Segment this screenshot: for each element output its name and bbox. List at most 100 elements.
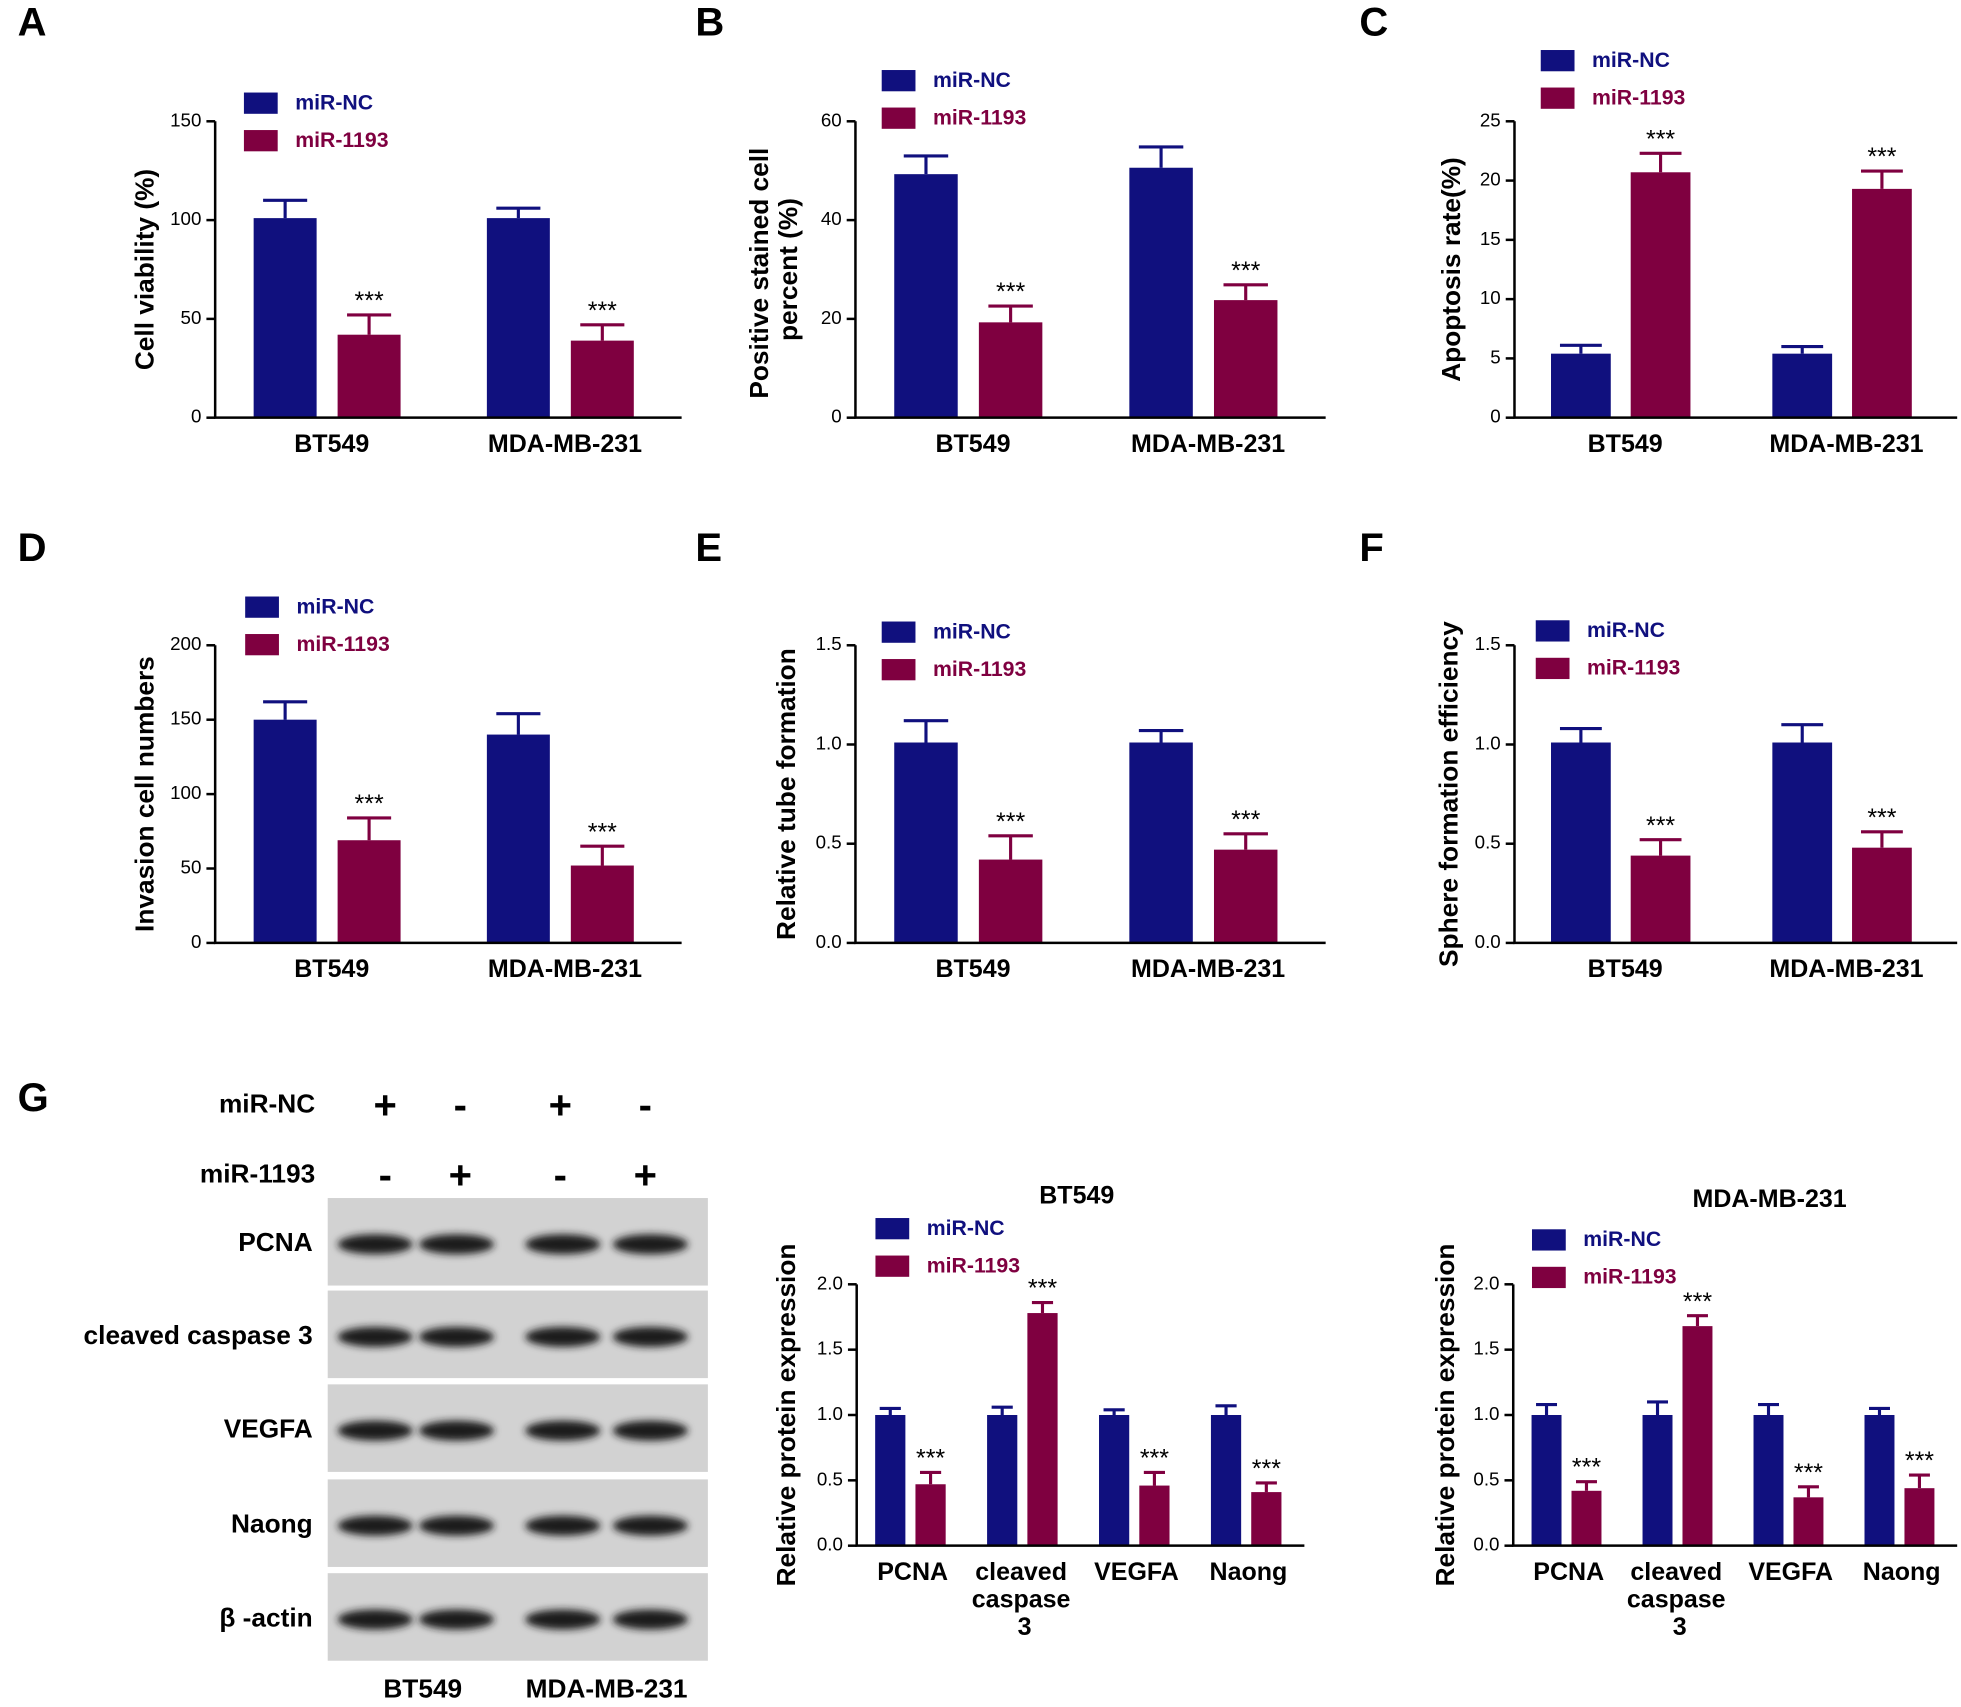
y-tick-label: 1.0 (816, 732, 842, 753)
x-tick-label: cleaved caspase 3 (1627, 1558, 1733, 1641)
legend-swatch (1540, 50, 1575, 72)
x-tick-label: BT549 (935, 430, 1010, 458)
error-bar (1686, 1314, 1708, 1327)
x-tick-label: MDA-MB-231 (1131, 955, 1285, 983)
bar (253, 218, 317, 418)
error-bar (1647, 1400, 1669, 1415)
blot-band (612, 1326, 688, 1347)
bar (1551, 353, 1611, 418)
y-tick-label: 0.0 (817, 1534, 843, 1555)
bar (894, 742, 958, 943)
error-bar (347, 313, 392, 335)
significance: *** (588, 818, 617, 846)
blot-band (419, 1515, 495, 1536)
y-tick-label: 200 (170, 633, 201, 654)
bar (1864, 1414, 1895, 1546)
bar (1852, 188, 1912, 418)
bar (987, 1414, 1018, 1546)
error-bar (1639, 838, 1682, 856)
axes (1513, 645, 1958, 945)
legend-swatch (1531, 1266, 1566, 1289)
legend-label: miR-1193 (1592, 85, 1686, 109)
panel-letter: A (18, 1, 47, 45)
legend-label: miR-1193 (927, 1253, 1021, 1277)
cell-line-label: BT549 (383, 1674, 462, 1704)
error-bar (903, 719, 949, 743)
panel-letter: C (1359, 1, 1388, 45)
error-bar (991, 1405, 1013, 1415)
error-bar (1223, 832, 1268, 850)
legend-label: miR-1193 (1583, 1265, 1677, 1289)
treatment-sign: + (374, 1084, 397, 1128)
error-bar (496, 206, 541, 219)
bar (1129, 167, 1193, 418)
bar (486, 218, 550, 418)
x-tick-label: BT549 (935, 955, 1010, 983)
bar (1793, 1497, 1824, 1546)
x-tick-label: BT549 (294, 955, 369, 983)
blot-band (612, 1420, 688, 1441)
y-tick-label: 20 (821, 307, 842, 328)
treatment-sign: - (639, 1084, 652, 1128)
legend-label: miR-1193 (933, 657, 1027, 681)
significance: *** (355, 287, 384, 315)
legend-label: miR-1193 (1587, 656, 1681, 680)
x-tick-label: Naong (1863, 1558, 1941, 1586)
bar (1213, 849, 1278, 943)
y-tick-label: 0.5 (1475, 832, 1501, 853)
treatment-sign: + (634, 1154, 657, 1198)
x-tick-label: PCNA (1533, 1558, 1604, 1586)
y-tick-label: 50 (181, 856, 202, 877)
legend-label: miR-NC (1583, 1227, 1661, 1251)
legend-label: miR-1193 (295, 128, 389, 152)
legend-label: miR-NC (1587, 618, 1665, 642)
axes (854, 121, 1326, 419)
legend-label: miR-1193 (933, 105, 1027, 129)
blot-band (525, 1609, 601, 1630)
blot-band (337, 1420, 413, 1441)
significance: *** (1028, 1275, 1057, 1303)
bar (337, 840, 401, 943)
treatment-sign: - (554, 1154, 567, 1198)
bar (570, 340, 634, 418)
bar (1630, 855, 1691, 943)
error-bar (1031, 1301, 1054, 1314)
x-tick-label: Naong (1210, 1558, 1288, 1586)
bar (253, 719, 317, 943)
blot-band (337, 1234, 413, 1255)
bar (486, 734, 550, 943)
bar (894, 174, 958, 418)
significance: *** (1794, 1459, 1823, 1487)
treatment-sign: + (449, 1154, 472, 1198)
error-bar (1223, 283, 1268, 301)
protein-label: cleaved caspase 3 (84, 1320, 313, 1350)
y-tick-label: 10 (1480, 287, 1501, 308)
x-tick-label: BT549 (294, 430, 369, 458)
blot-band (525, 1326, 601, 1347)
legend-label: miR-NC (933, 619, 1011, 643)
error-bar (1869, 1406, 1890, 1415)
y-tick-label: 1.0 (817, 1403, 843, 1424)
y-tick-label: 100 (170, 782, 201, 803)
axes (213, 645, 682, 945)
legend-label: miR-NC (295, 90, 373, 114)
panel-letter: D (18, 526, 47, 570)
significance: *** (1683, 1288, 1712, 1316)
y-tick-label: 100 (170, 208, 201, 229)
bar (1551, 742, 1611, 943)
error-bar (1143, 1470, 1165, 1486)
bar (1642, 1414, 1673, 1546)
y-tick-label: 0.0 (816, 931, 842, 952)
treatment-label: miR-1193 (200, 1158, 315, 1188)
y-tick-label: 60 (821, 109, 842, 130)
error-bar (1860, 830, 1903, 848)
legend-swatch (881, 107, 916, 129)
y-tick-label: 1.5 (816, 633, 842, 654)
bar (1852, 847, 1912, 943)
blot-band (419, 1420, 495, 1441)
error-bar (496, 712, 541, 735)
y-tick-label: 1.0 (1475, 732, 1501, 753)
x-tick-label: cleaved caspase 3 (972, 1558, 1078, 1641)
legend-label: miR-NC (296, 594, 374, 618)
error-bar (1781, 723, 1824, 743)
